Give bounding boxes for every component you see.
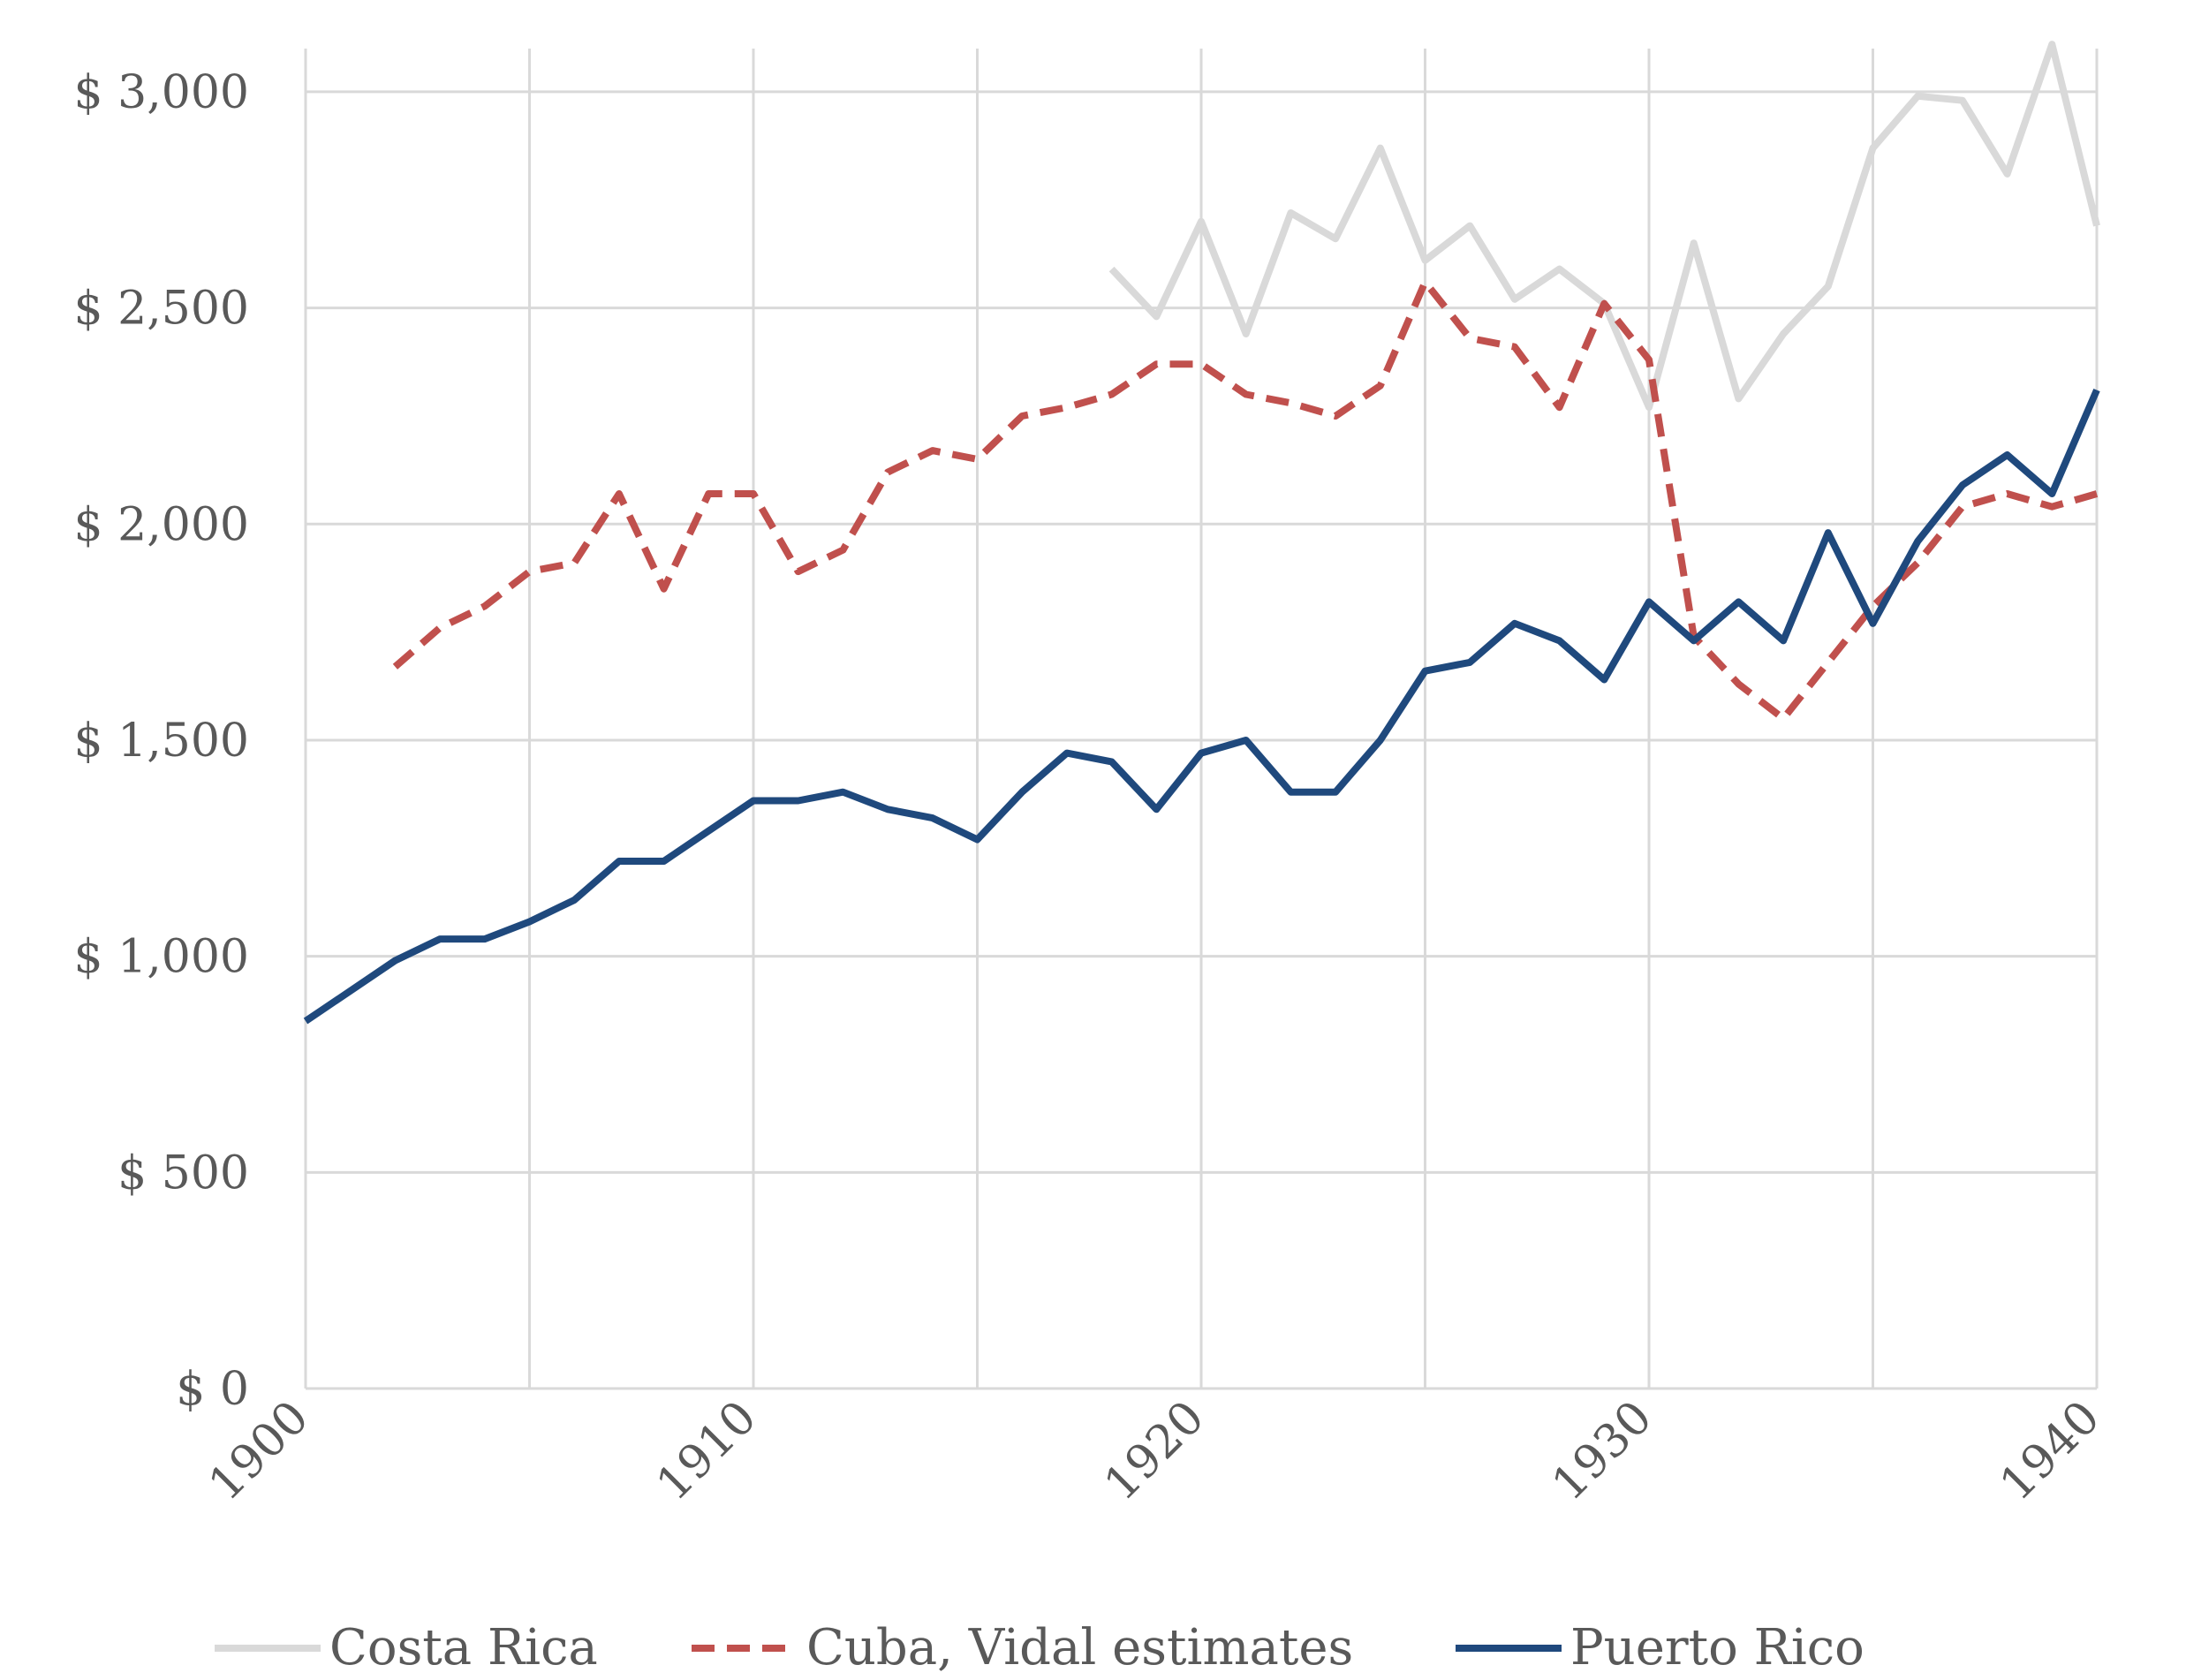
y-axis-tick-labels: $ 0 $ 500 $ 1,000 $ 1,500 $ 2,000 $ 2,500 $ 3,… <box>74 66 249 1416</box>
gridlines <box>304 49 2099 1390</box>
y-tick-label: $ 0 <box>176 1363 249 1416</box>
series-lines <box>303 41 2100 1025</box>
y-tick-label: $ 500 <box>117 1146 249 1199</box>
x-tick-label: 1930 <box>1542 1391 1662 1511</box>
legend: Costa Rica Cuba, Vidal estimates Puerto … <box>215 1619 1865 1676</box>
y-tick-label: $ 1,500 <box>74 715 249 768</box>
x-tick-label: 1940 <box>1990 1391 2110 1511</box>
series-line-costa-rica <box>1108 41 2100 412</box>
series-line-puerto-rico <box>303 389 2100 1025</box>
legend-item-puerto-rico: Puerto Rico <box>1456 1619 1865 1676</box>
x-tick-label: 1920 <box>1094 1391 1214 1511</box>
legend-label-puerto-rico: Puerto Rico <box>1570 1619 1865 1676</box>
legend-label-cuba: Cuba, Vidal estimates <box>806 1619 1353 1676</box>
legend-item-cuba: Cuba, Vidal estimates <box>692 1619 1353 1676</box>
y-tick-label: $ 2,500 <box>74 283 249 336</box>
legend-label-costa-rica: Costa Rica <box>329 1619 598 1676</box>
series-line-cuba-vidal-estimates <box>392 278 2099 723</box>
x-tick-label: 1910 <box>647 1391 767 1511</box>
y-tick-label: $ 2,000 <box>74 498 249 551</box>
y-tick-label: $ 3,000 <box>74 66 249 119</box>
y-tick-label: $ 1,000 <box>74 931 249 984</box>
legend-item-costa-rica: Costa Rica <box>215 1619 598 1676</box>
x-axis-tick-labels: 1900 1910 1920 1930 1940 <box>199 1391 2110 1511</box>
